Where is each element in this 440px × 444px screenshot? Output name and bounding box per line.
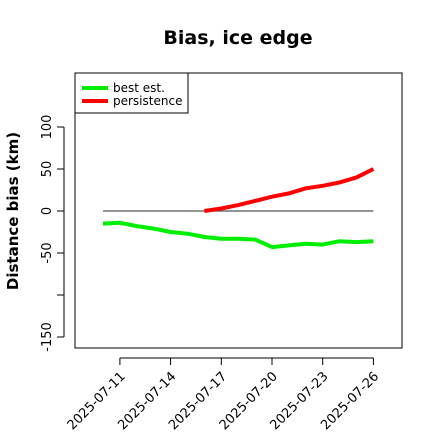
y-axis-label: Distance bias (km): [4, 132, 22, 290]
data-point-best-est: [169, 230, 173, 234]
data-point-best-est: [338, 239, 342, 243]
data-point-best-est: [253, 238, 257, 242]
data-point-best-est: [219, 237, 223, 241]
x-axis: 2025-07-112025-07-142025-07-172025-07-20…: [65, 357, 382, 433]
data-point-best-est: [371, 239, 375, 243]
legend-label-persistence: persistence: [113, 94, 182, 108]
data-point-persistence: [371, 167, 375, 171]
data-point-best-est: [270, 245, 274, 249]
legend-label-best-est: best est.: [113, 81, 165, 95]
data-point-best-est: [321, 243, 325, 247]
data-point-best-est: [152, 227, 156, 231]
data-point-best-est: [186, 232, 190, 236]
y-axis: -150 -50 0 50 100: [40, 115, 65, 352]
data-point-best-est: [135, 224, 139, 228]
y-tick-label: 0: [40, 207, 55, 215]
y-tick-label: 100: [40, 115, 55, 140]
y-tick-label: -150: [40, 322, 55, 352]
data-point-best-est: [304, 242, 308, 246]
data-point-best-est: [202, 235, 206, 239]
data-point-best-est: [355, 240, 359, 244]
data-point-persistence: [202, 209, 206, 213]
series-layer: [101, 167, 375, 250]
plot-frame: [74, 72, 403, 349]
data-point-persistence: [236, 203, 240, 207]
series-line-persistence: [204, 167, 375, 213]
data-point-best-est: [118, 221, 122, 225]
data-point-persistence: [253, 199, 257, 203]
series-line-best-est: [102, 220, 374, 250]
data-point-best-est: [236, 237, 240, 241]
data-point-persistence: [338, 180, 342, 184]
data-point-persistence: [304, 186, 308, 190]
y-tick-label: -50: [40, 242, 55, 263]
data-point-persistence: [219, 207, 223, 211]
data-point-persistence: [321, 184, 325, 188]
data-point-persistence: [287, 191, 291, 195]
data-point-best-est: [101, 222, 105, 226]
data-point-best-est: [287, 243, 291, 247]
data-point-persistence: [270, 195, 274, 199]
legend-box: [74, 72, 189, 114]
legend: best est. persistence: [74, 72, 189, 114]
y-tick-label: 50: [40, 161, 55, 178]
data-point-persistence: [355, 175, 359, 179]
chart-title: Bias, ice edge: [163, 27, 312, 49]
